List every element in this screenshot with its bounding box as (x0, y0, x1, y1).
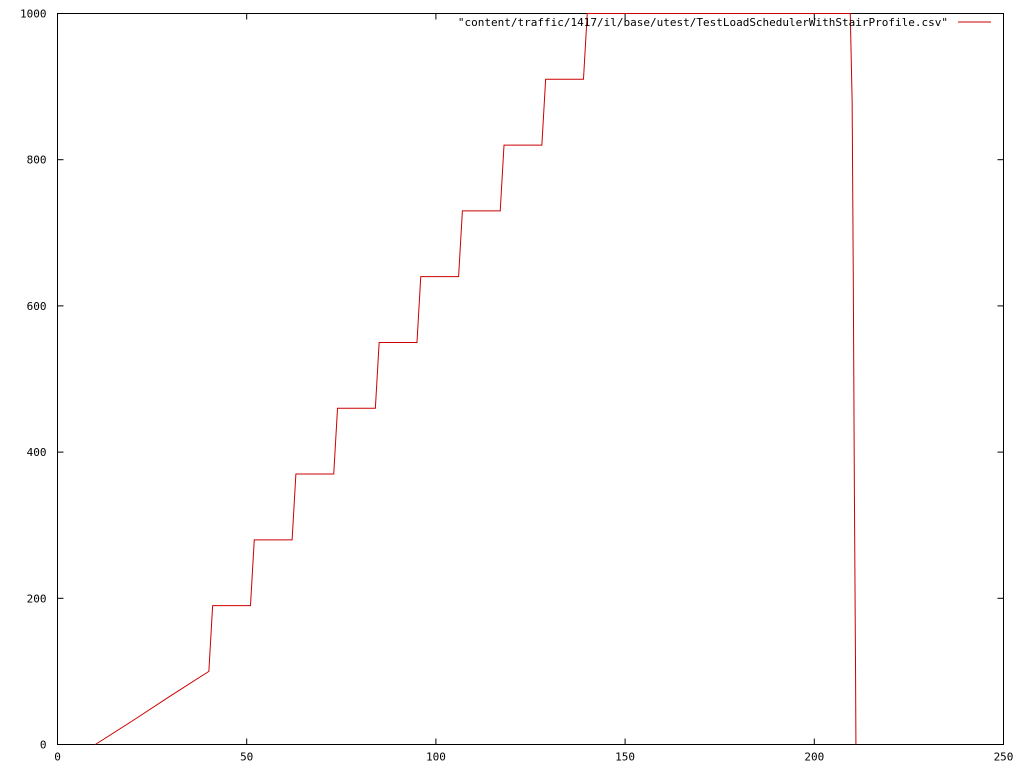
y-tick-label: 600 (27, 300, 47, 313)
y-tick-label: 0 (40, 739, 47, 752)
y-tick-label: 400 (27, 446, 47, 459)
x-tick-label: 0 (54, 751, 61, 764)
x-tick-label: 200 (804, 751, 824, 764)
plot-frame (57, 13, 1004, 745)
x-tick-label: 50 (240, 751, 253, 764)
y-tick-label: 800 (27, 154, 47, 167)
axis-ticks (57, 13, 1004, 745)
legend-label: "content/traffic/1417/il/base/utest/Test… (458, 16, 948, 29)
x-tick-label: 150 (615, 751, 635, 764)
legend: "content/traffic/1417/il/base/utest/Test… (458, 16, 991, 29)
x-tick-label: 100 (426, 751, 446, 764)
axis-tick-labels: 0 50 100 150 200 250 0 200 400 600 800 1000 (20, 8, 1013, 764)
y-tick-label: 200 (27, 592, 47, 605)
series-layer (95, 13, 857, 745)
series-line (95, 13, 857, 745)
x-tick-label: 250 (994, 751, 1014, 764)
y-tick-label: 1000 (20, 8, 47, 21)
